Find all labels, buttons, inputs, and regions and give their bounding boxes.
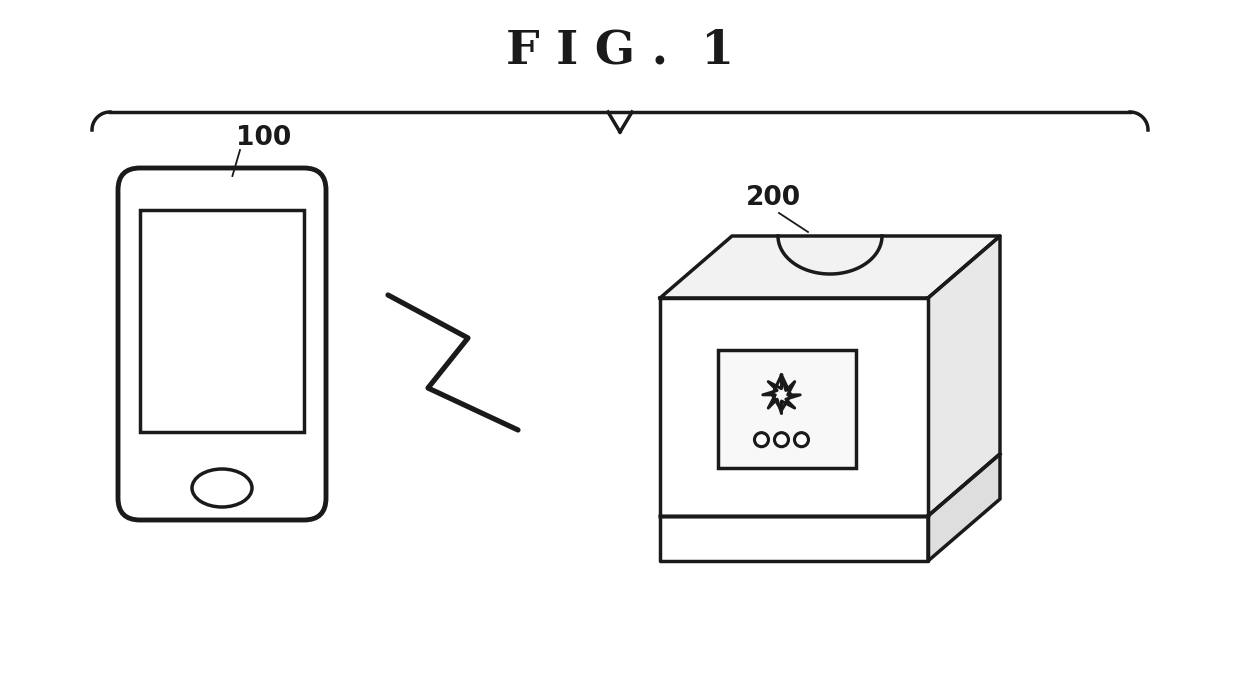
Text: 100: 100 xyxy=(237,125,291,151)
Ellipse shape xyxy=(775,433,789,447)
Polygon shape xyxy=(660,236,999,298)
Ellipse shape xyxy=(795,433,808,447)
Polygon shape xyxy=(928,236,999,516)
Text: 200: 200 xyxy=(745,185,801,211)
Ellipse shape xyxy=(192,469,252,507)
Bar xyxy=(718,350,856,468)
Bar xyxy=(140,210,304,432)
Polygon shape xyxy=(660,298,928,516)
Ellipse shape xyxy=(754,433,769,447)
Polygon shape xyxy=(660,516,928,561)
Polygon shape xyxy=(928,454,999,561)
Text: F I G .  1: F I G . 1 xyxy=(506,27,734,73)
FancyBboxPatch shape xyxy=(118,168,326,520)
